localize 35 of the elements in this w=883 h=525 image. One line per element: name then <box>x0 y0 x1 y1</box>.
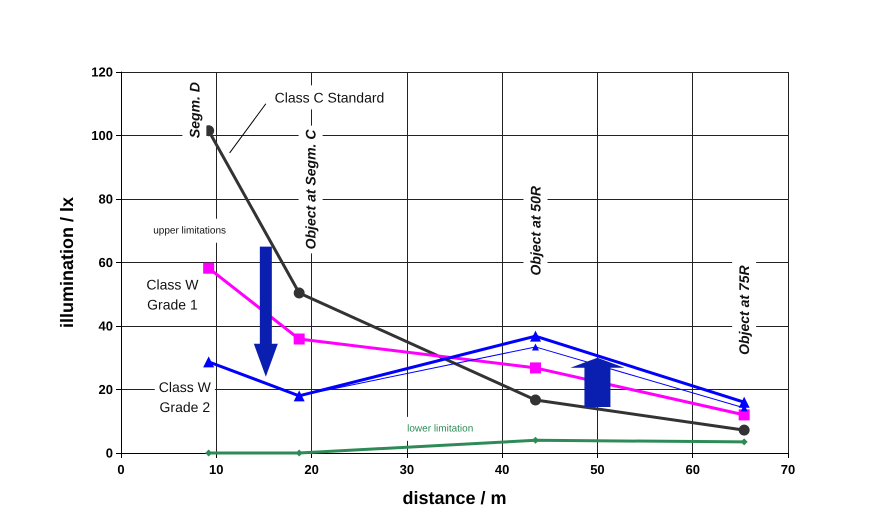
point <box>530 330 541 342</box>
x-axis-title: distance / m <box>402 488 507 508</box>
x-tick-label: 50 <box>590 462 605 477</box>
point <box>294 334 305 345</box>
annotation: lower limitation <box>407 423 474 434</box>
annotation: Segm. D <box>186 82 202 138</box>
x-tick-label: 0 <box>117 462 125 477</box>
y-tick-label: 20 <box>98 382 113 397</box>
point <box>530 362 541 374</box>
x-tick-label: 60 <box>685 462 700 477</box>
y-tick-label: 0 <box>106 446 113 460</box>
y-tick-label: 40 <box>98 318 113 334</box>
y-tick-label: 80 <box>98 192 113 206</box>
annotation: Class W Grade 1 <box>146 276 200 312</box>
annotation: Class C Standard <box>274 89 384 106</box>
y-tick-label: 60 <box>98 255 113 270</box>
x-tick-label: 40 <box>494 462 510 477</box>
point <box>740 438 748 446</box>
annotation: upper limitations <box>153 225 226 236</box>
x-tick-label: 30 <box>400 462 414 477</box>
point <box>294 287 305 298</box>
x-tick-label: 20 <box>304 462 319 477</box>
y-tick-label: 120 <box>91 64 113 80</box>
annotation: Object at 75R <box>736 264 752 355</box>
point <box>530 394 541 406</box>
annotation: Object at Segm. C <box>302 128 319 250</box>
annotation: Object at 50R <box>527 185 544 276</box>
x-tick-label: 70 <box>780 462 796 477</box>
point <box>203 356 214 368</box>
x-tick-label: 10 <box>209 462 224 477</box>
annotation: Class W Grade 2 <box>158 379 212 416</box>
point <box>203 262 214 274</box>
point <box>738 424 750 436</box>
y-axis-title: illumination / lx <box>57 196 77 328</box>
y-tick-label: 100 <box>91 128 113 143</box>
